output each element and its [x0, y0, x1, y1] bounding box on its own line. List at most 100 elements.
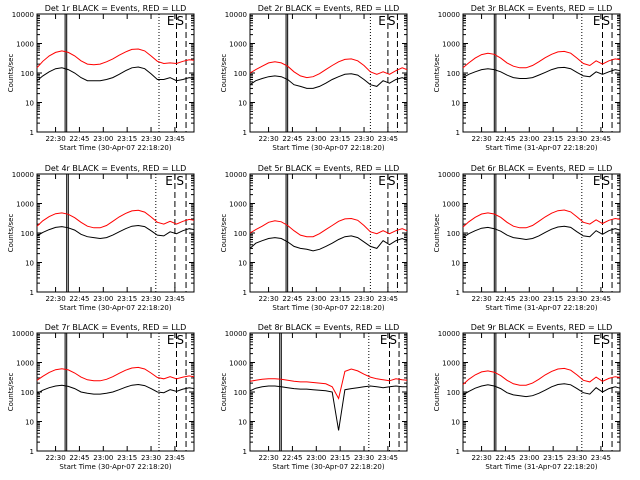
x-tick-label: 22:45: [495, 295, 515, 303]
y-tick-label: 1: [30, 289, 34, 297]
x-tick-label: 22:45: [282, 135, 302, 143]
y-tick-label: 100: [234, 70, 247, 78]
y-tick-label: 10000: [225, 11, 247, 19]
marker-label: E: [593, 174, 601, 188]
panel-title: Det 3r BLACK = Events, RED = LLD: [471, 4, 613, 13]
y-tick-label: 10000: [12, 11, 34, 19]
plot-frame: [249, 332, 408, 452]
x-tick-label: 23:00: [306, 135, 326, 143]
y-tick-label: 100: [447, 389, 460, 397]
series-line-events: [36, 224, 195, 240]
x-tick-label: 23:30: [354, 454, 374, 462]
x-tick-label: 23:15: [330, 135, 350, 143]
y-axis-label: Counts/sec: [433, 214, 441, 253]
y-tick-label: 100: [21, 70, 34, 78]
x-tick-label: 23:15: [117, 135, 137, 143]
marker-label: S: [176, 333, 184, 347]
series-line-lld: [462, 367, 621, 386]
x-axis-label: Start Time (30-Apr-07 22:18:20): [59, 304, 171, 312]
marker-label: E: [380, 333, 388, 347]
plot-frame: [36, 332, 195, 452]
x-tick-label: 22:45: [282, 454, 302, 462]
panel-title: Det 9r BLACK = Events, RED = LLD: [471, 323, 613, 332]
panel-title: Det 6r BLACK = Events, RED = LLD: [471, 164, 613, 173]
x-tick-label: 23:15: [330, 295, 350, 303]
y-tick-label: 1: [243, 448, 247, 456]
x-tick-label: 23:15: [330, 454, 350, 462]
y-tick-label: 1000: [442, 41, 460, 49]
series-line-lld: [36, 366, 195, 382]
x-tick-label: 22:45: [495, 135, 515, 143]
y-tick-label: 10000: [438, 171, 460, 179]
plot-frame: [36, 173, 195, 293]
x-tick-label: 23:45: [165, 135, 185, 143]
x-tick-label: 23:45: [378, 295, 398, 303]
marker-label: S: [602, 174, 610, 188]
y-tick-label: 10: [238, 419, 247, 427]
series-line-lld: [36, 209, 195, 229]
marker-label: S: [602, 333, 610, 347]
y-tick-label: 1: [30, 129, 34, 137]
x-tick-label: 23:45: [591, 454, 611, 462]
marker-label: E: [167, 14, 175, 28]
series-line-lld: [249, 368, 408, 400]
x-axis-label: Start Time (30-Apr-07 22:18:20): [59, 463, 171, 471]
plot-frame: [462, 173, 621, 293]
y-tick-label: 10000: [438, 11, 460, 19]
marker-label: E: [378, 174, 386, 188]
x-axis-label: Start Time (30-Apr-07 22:18:20): [272, 304, 384, 312]
y-tick-label: 1000: [16, 201, 34, 209]
y-tick-label: 10000: [438, 330, 460, 338]
marker-label: S: [388, 174, 396, 188]
x-tick-label: 23:45: [591, 135, 611, 143]
x-axis-label: Start Time (30-Apr-07 22:18:20): [272, 144, 384, 152]
x-tick-label: 23:30: [567, 135, 587, 143]
x-tick-label: 22:30: [471, 135, 491, 143]
x-tick-label: 23:30: [354, 295, 374, 303]
x-tick-label: 22:30: [45, 295, 65, 303]
x-tick-label: 23:15: [543, 135, 563, 143]
x-tick-label: 23:00: [306, 295, 326, 303]
x-tick-label: 22:45: [495, 454, 515, 462]
y-tick-label: 100: [21, 389, 34, 397]
x-tick-label: 23:30: [567, 295, 587, 303]
y-tick-label: 1000: [16, 41, 34, 49]
x-tick-label: 23:45: [165, 454, 185, 462]
x-tick-label: 22:30: [471, 295, 491, 303]
series-line-events: [462, 66, 621, 79]
x-axis-label: Start Time (30-Apr-07 22:18:20): [59, 144, 171, 152]
y-tick-label: 1: [243, 129, 247, 137]
series-line-lld: [249, 58, 408, 79]
y-tick-label: 100: [447, 230, 460, 238]
panel-title: Det 1r BLACK = Events, RED = LLD: [45, 4, 187, 13]
x-axis-label: Start Time (31-Apr-07 22:18:20): [485, 304, 597, 312]
marker-label: E: [165, 174, 173, 188]
series-line-events: [249, 385, 407, 431]
plot-frame: [36, 13, 195, 133]
y-axis-label: Counts/sec: [7, 54, 15, 93]
x-tick-label: 23:00: [93, 135, 113, 143]
y-tick-label: 10000: [225, 330, 247, 338]
y-axis-label: Counts/sec: [220, 214, 228, 253]
plot-frame: [462, 13, 621, 133]
y-tick-label: 1000: [229, 201, 247, 209]
series-line-lld: [36, 48, 195, 69]
y-tick-label: 1000: [442, 201, 460, 209]
x-tick-label: 23:15: [117, 295, 137, 303]
panel-title: Det 8r BLACK = Events, RED = LLD: [258, 323, 400, 332]
y-axis-label: Counts/sec: [220, 54, 228, 93]
y-tick-label: 100: [234, 230, 247, 238]
x-tick-label: 23:00: [519, 135, 539, 143]
y-tick-label: 10: [451, 100, 460, 108]
marker-label: S: [176, 14, 184, 28]
y-tick-label: 10: [238, 260, 247, 268]
y-tick-label: 10: [451, 419, 460, 427]
y-axis-label: Counts/sec: [220, 373, 228, 412]
x-tick-label: 23:15: [543, 454, 563, 462]
marker-label: E: [593, 14, 601, 28]
y-tick-label: 1000: [442, 360, 460, 368]
x-tick-label: 22:45: [69, 454, 89, 462]
panel-title: Det 4r BLACK = Events, RED = LLD: [45, 164, 187, 173]
x-tick-label: 23:30: [567, 454, 587, 462]
